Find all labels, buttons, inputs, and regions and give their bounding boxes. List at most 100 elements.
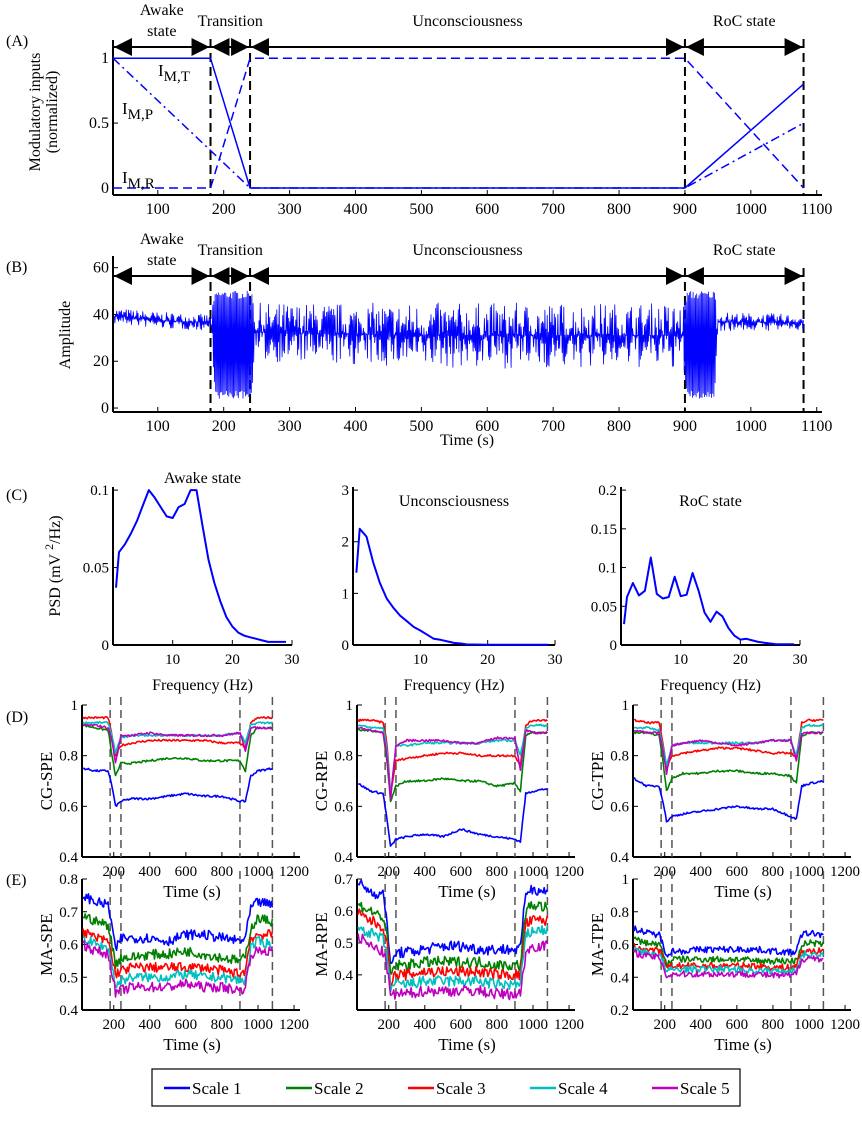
y-tick-label: 1 — [622, 698, 630, 714]
series-line-scale-5 — [633, 949, 824, 979]
y-tick-label: 0 — [342, 638, 350, 654]
x-axis-label: Frequency (Hz) — [152, 677, 253, 694]
x-axis-label: Time (s) — [440, 432, 494, 449]
series-annotation: IM,P — [122, 99, 153, 123]
psd-line — [355, 527, 549, 646]
panel-D3: 200 400 600 800 1000 1200 0.4 0.6 0.8 1 Time (s) — [610, 697, 860, 901]
series-line-scale-3 — [82, 928, 274, 979]
x-axis-label: Frequency (Hz) — [404, 677, 505, 694]
y-tick-label: 0.05 — [591, 599, 617, 615]
y-tick-label: 0.6 — [334, 904, 353, 920]
panel-B: 100 200 300 400 500 600 700 800 900 1000 1100 0 20 40… — [93, 231, 832, 435]
x-tick-label: 1000 — [794, 1017, 824, 1033]
x-tick-label: 600 — [726, 864, 749, 880]
x-tick-label: 1200 — [830, 864, 860, 880]
series-line-scale-5 — [357, 933, 549, 1001]
series-line-scale-1 — [633, 925, 824, 958]
x-tick-label: 800 — [486, 864, 509, 880]
y-axis-label: Modulatory inputs — [27, 53, 44, 172]
legend-item-label: Scale 3 — [436, 1079, 486, 1098]
phase-label: RoC state — [713, 242, 776, 259]
x-tick-label: 1200 — [554, 864, 584, 880]
x-tick-label: 300 — [278, 201, 302, 218]
x-tick-label: 1000 — [243, 1017, 273, 1033]
x-tick-label: 600 — [175, 864, 198, 880]
x-tick-label: 10 — [165, 652, 180, 668]
y-tick-label: 0 — [101, 180, 109, 197]
y-tick-label: 0.6 — [59, 938, 78, 954]
x-tick-label: 200 — [377, 1017, 400, 1033]
y-tick-label: 20 — [93, 353, 109, 370]
x-tick-label: 1100 — [801, 418, 832, 435]
x-tick-label: 800 — [762, 864, 785, 880]
x-tick-label: 400 — [343, 201, 367, 218]
legend-item-label: Scale 4 — [558, 1079, 608, 1098]
y-tick-label: 0.4 — [610, 850, 629, 866]
x-tick-label: 600 — [175, 1017, 198, 1033]
x-tick-label: 1000 — [735, 418, 767, 435]
series-line-im-p — [112, 57, 804, 189]
y-tick-label: 0.6 — [610, 799, 629, 815]
y-tick-label: 3 — [342, 483, 350, 499]
y-tick-label: 0.8 — [59, 872, 78, 888]
y-tick-label: 1 — [342, 586, 350, 602]
x-tick-label: 300 — [278, 418, 302, 435]
x-tick-label: 700 — [541, 201, 565, 218]
x-tick-label: 400 — [414, 1017, 437, 1033]
annotation-main: I — [122, 168, 128, 187]
x-tick-label: 200 — [212, 201, 236, 218]
x-axis-label: Time (s) — [163, 1035, 220, 1054]
x-tick-label: 100 — [146, 201, 170, 218]
y-axis-label: MA-SPE — [37, 913, 56, 975]
series-line-scale-5 — [82, 723, 273, 764]
x-tick-label: 1000 — [518, 864, 548, 880]
y-axis-label: CG-SPE — [37, 752, 56, 811]
signal-trace — [113, 290, 804, 399]
series-line-scale-2 — [633, 936, 825, 967]
chart-title: Unconsciousness — [399, 493, 509, 510]
x-tick-label: 400 — [414, 864, 437, 880]
panel-label: (B) — [6, 259, 27, 276]
series-line-scale-5 — [633, 729, 824, 776]
y-tick-label: 0.4 — [334, 850, 353, 866]
x-tick-label: 20 — [480, 652, 495, 668]
series-line-scale-2 — [82, 724, 273, 777]
x-tick-label: 1000 — [518, 1017, 548, 1033]
panel-label: (C) — [6, 487, 27, 504]
x-axis-label: Time (s) — [714, 1035, 771, 1054]
x-axis-label: Time (s) — [438, 882, 495, 901]
x-tick-label: 100 — [146, 418, 170, 435]
y-tick-label: 2 — [342, 535, 350, 551]
y-tick-label: 0.7 — [334, 872, 353, 888]
y-tick-label: 0.4 — [59, 1003, 78, 1019]
y-tick-label: 1 — [622, 872, 630, 888]
series-line-scale-2 — [633, 731, 824, 792]
panel-A: 100 200 300 400 500 600 700 800 900 1000 1100 0 0.5 1… — [89, 2, 832, 218]
annotation-main: I — [122, 99, 128, 118]
y-tick-label: 0.5 — [89, 115, 109, 132]
y-tick-label: 0.5 — [334, 936, 353, 952]
series-line-scale-1 — [82, 767, 273, 808]
panel-C2: 10 20 30 0 1 2 3 Unconsciousness Frequency (Hz) — [342, 483, 563, 694]
phase-label: Awake — [140, 2, 184, 19]
legend: Scale 1 Scale 2 Scale 3 Scale 4 Scale 5 — [151, 1068, 741, 1107]
panel-D1: 200 400 600 800 1000 1200 0.4 0.6 0.8 1 Time (s) — [59, 697, 309, 901]
series-line-scale-2 — [357, 900, 549, 975]
x-tick-label: 800 — [486, 1017, 509, 1033]
chart-title: RoC state — [679, 493, 742, 510]
y-tick-label: 0 — [102, 638, 110, 654]
y-tick-label: 0.4 — [610, 970, 629, 986]
series-line-scale-5 — [82, 940, 274, 998]
phase-label: RoC state — [713, 13, 776, 30]
y-axis-label: (normalized) — [44, 71, 61, 154]
x-tick-label: 20 — [733, 652, 748, 668]
chart-title: Awake state — [164, 470, 241, 487]
y-axis-label-text: PSD (mV — [47, 553, 64, 616]
series-line-scale-1 — [633, 777, 824, 823]
x-tick-label: 900 — [673, 418, 697, 435]
y-tick-label: 0.5 — [59, 970, 78, 986]
phase-label: Transition — [198, 242, 263, 259]
y-tick-label: 0.1 — [598, 561, 617, 577]
panel-label: (A) — [6, 33, 28, 50]
series-line-scale-1 — [357, 783, 548, 847]
